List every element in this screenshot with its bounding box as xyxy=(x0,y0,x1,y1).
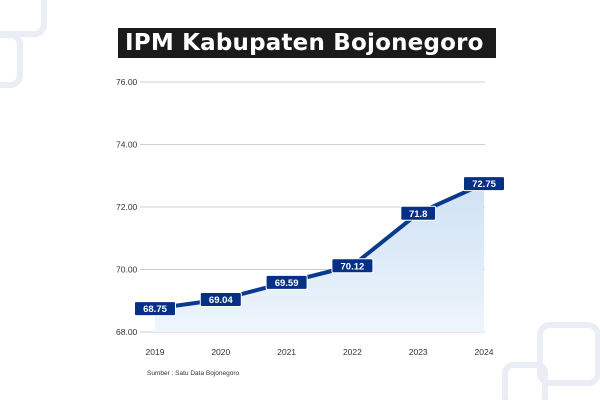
data-label: 71.8 xyxy=(400,205,437,221)
y-tick-label: 74.00 xyxy=(116,140,138,150)
y-tick-label: 76.00 xyxy=(116,77,138,87)
data-label-text: 69.59 xyxy=(275,278,299,289)
data-label-text: 69.04 xyxy=(209,295,233,306)
x-tick-label: 2024 xyxy=(475,347,494,357)
data-label-text: 71.8 xyxy=(409,209,428,220)
y-tick-label: 70.00 xyxy=(116,265,138,275)
data-label-box xyxy=(265,274,308,290)
data-label-text: 72.75 xyxy=(472,179,496,190)
data-label-box xyxy=(400,205,437,221)
data-label-box xyxy=(331,258,374,274)
data-label-box xyxy=(134,301,176,317)
series-area xyxy=(155,183,484,332)
data-label-text: 68.75 xyxy=(143,304,167,315)
x-axis: 2019 2020 2021 2022 2023 2024 xyxy=(146,347,494,357)
x-tick-label: 2022 xyxy=(343,347,362,357)
data-label: 72.75 xyxy=(463,176,505,192)
x-tick-label: 2020 xyxy=(211,347,230,357)
data-label: 68.75 xyxy=(134,301,176,317)
y-tick-label: 72.00 xyxy=(116,202,138,212)
chart-title: IPM Kabupaten Bojonegoro xyxy=(118,28,496,58)
data-label: 69.04 xyxy=(199,292,242,307)
y-tick-label: 68.00 xyxy=(116,327,138,337)
source-note: Sumber : Satu Data Bojonegoro xyxy=(147,370,240,377)
data-label: 69.59 xyxy=(265,274,308,290)
data-labels: 68.75 69.04 69.59 70.12 71.8 72.75 xyxy=(134,176,505,317)
data-label-box xyxy=(463,176,505,192)
data-label-box xyxy=(199,292,242,307)
x-tick-label: 2023 xyxy=(409,347,428,357)
y-axis: 68.00 70.00 72.00 74.00 76.00 xyxy=(116,77,138,337)
x-tick-label: 2021 xyxy=(277,347,296,357)
x-tick-label: 2019 xyxy=(146,347,165,357)
data-label: 70.12 xyxy=(331,258,374,274)
area-fill xyxy=(155,183,484,332)
data-label-text: 70.12 xyxy=(341,261,365,272)
